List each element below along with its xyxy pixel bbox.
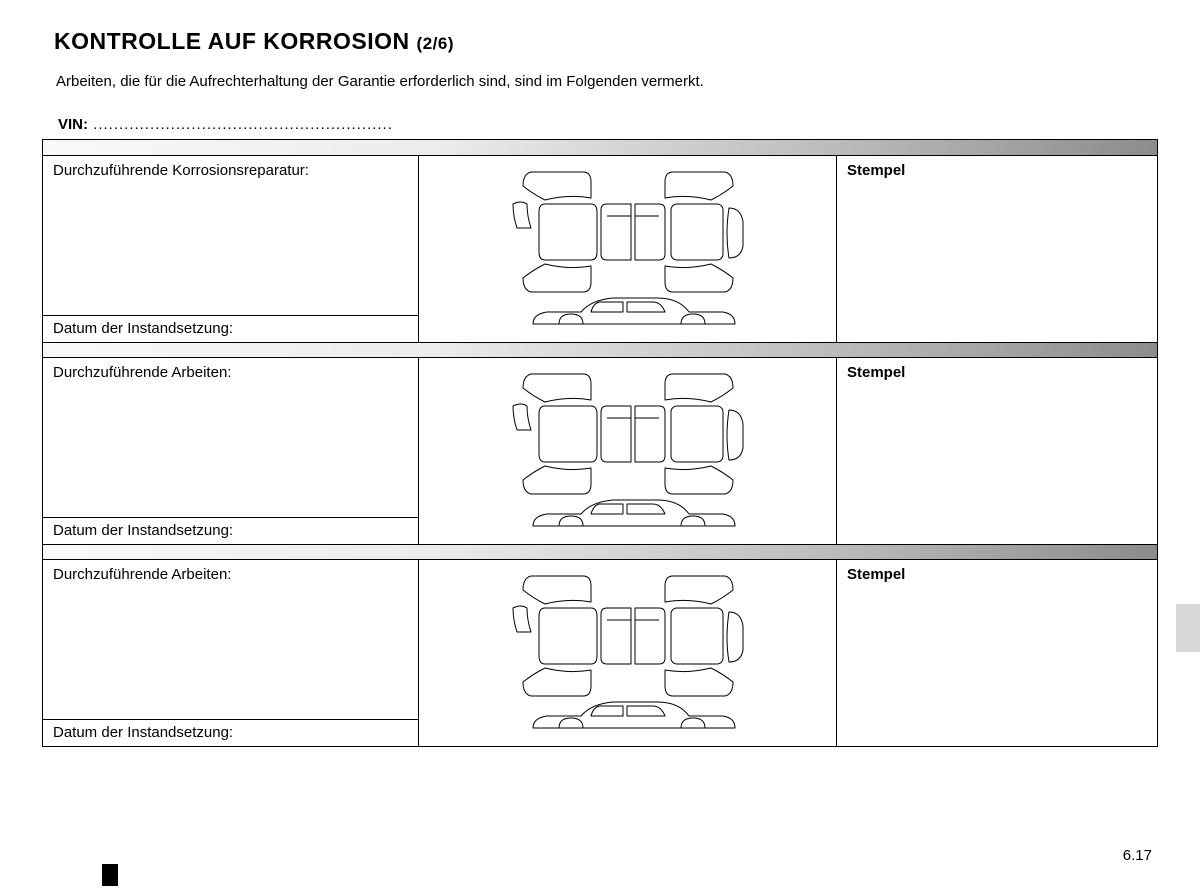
gradient-separator: [43, 140, 1157, 156]
stamp-label: Stempel: [837, 358, 1157, 544]
car-body-diagram-icon: [473, 366, 783, 536]
page-subtitle: Arbeiten, die für die Aufrechterhaltung …: [56, 73, 1158, 90]
page-content: KONTROLLE AUF KORROSION (2/6) Arbeiten, …: [0, 0, 1200, 747]
work-label: Durchzuführende Arbeiten:: [43, 560, 419, 719]
vin-line: VIN: ...................................…: [58, 116, 1158, 133]
work-label: Durchzuführende Korrosionsreparatur:: [43, 156, 419, 315]
footer-mark: [102, 864, 118, 886]
side-tab-marker: [1176, 604, 1200, 652]
stamp-label: Stempel: [837, 156, 1157, 342]
vin-label: VIN:: [58, 116, 88, 133]
title-main: KONTROLLE AUF KORROSION: [54, 28, 410, 54]
record-left-col: Durchzuführende Korrosionsreparatur: Dat…: [43, 156, 419, 342]
car-body-diagram-icon: [473, 568, 783, 738]
page-number: 6.17: [1123, 847, 1152, 864]
record-diagram-cell: [419, 156, 837, 342]
date-label: Datum der Instandsetzung:: [43, 517, 419, 544]
record-diagram-cell: [419, 560, 837, 746]
title-suffix: (2/6): [417, 34, 454, 53]
record-row: Durchzuführende Arbeiten: Datum der Inst…: [43, 358, 1157, 544]
record-left-col: Durchzuführende Arbeiten: Datum der Inst…: [43, 358, 419, 544]
gradient-separator: [43, 342, 1157, 358]
record-row: Durchzuführende Arbeiten: Datum der Inst…: [43, 560, 1157, 746]
record-left-col: Durchzuführende Arbeiten: Datum der Inst…: [43, 560, 419, 746]
record-diagram-cell: [419, 358, 837, 544]
page-title: KONTROLLE AUF KORROSION (2/6): [54, 28, 1158, 55]
stamp-label: Stempel: [837, 560, 1157, 746]
records-table: Durchzuführende Korrosionsreparatur: Dat…: [42, 139, 1158, 747]
date-label: Datum der Instandsetzung:: [43, 315, 419, 342]
date-label: Datum der Instandsetzung:: [43, 719, 419, 746]
work-label: Durchzuführende Arbeiten:: [43, 358, 419, 517]
car-body-diagram-icon: [473, 164, 783, 334]
vin-dots: ........................................…: [88, 116, 393, 133]
gradient-separator: [43, 544, 1157, 560]
record-row: Durchzuführende Korrosionsreparatur: Dat…: [43, 156, 1157, 342]
